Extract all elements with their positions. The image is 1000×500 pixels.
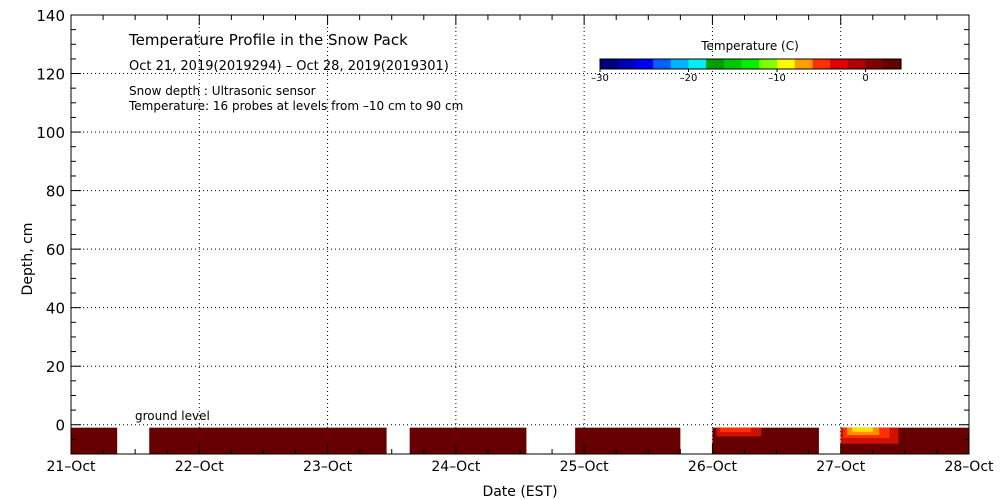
x-axis-label: Date (EST): [482, 484, 557, 500]
colorbar-swatch: [653, 59, 672, 69]
colorbar-swatch: [812, 59, 831, 69]
y-tick-label: 40: [46, 300, 65, 318]
y-tick-label: 120: [36, 66, 65, 84]
colorbar-swatch: [777, 59, 796, 69]
colorbar-swatch: [847, 59, 867, 69]
plot-frame: [70, 14, 970, 455]
x-tick-label: 24–Oct: [431, 459, 481, 475]
chart-title: Temperature Profile in the Snow Pack: [128, 31, 408, 49]
y-tick-label: 80: [46, 183, 65, 201]
x-tick-label: 25–Oct: [560, 459, 610, 475]
colorbar-swatch: [759, 59, 778, 69]
y-axis-label: Depth, cm: [20, 223, 36, 296]
x-tick-label: 27–Oct: [816, 459, 866, 475]
colorbar-swatch: [741, 59, 760, 69]
colorbar-tick-label: –30: [591, 73, 609, 84]
colorbar-swatch: [794, 59, 814, 69]
colorbar-title: Temperature (C): [700, 39, 799, 53]
colorbar-swatch: [723, 59, 743, 69]
colorbar: [599, 58, 902, 72]
chart-note-1: Snow depth : Ultrasonic sensor: [129, 84, 316, 98]
axis-ticks: [70, 14, 970, 455]
y-tick-label: 140: [36, 7, 65, 25]
colorbar-swatch: [635, 59, 654, 69]
colorbar-swatch: [670, 59, 690, 69]
x-tick-label: 28–Oct: [944, 459, 994, 475]
colorbar-tick-label: –10: [768, 73, 786, 84]
warm-patches: [716, 427, 899, 444]
data-segment: [71, 427, 118, 454]
data-segment: [575, 427, 681, 454]
ground-level-label: ground level: [135, 409, 210, 423]
data-segments: [71, 427, 969, 454]
colorbar-swatch: [706, 59, 725, 69]
chart-note-2: Temperature: 16 probes at levels from –1…: [128, 99, 463, 113]
warm-patch: [852, 427, 873, 433]
y-tick-labels: 0 20 40 60 80 100 120 140: [36, 7, 65, 435]
colorbar-swatch: [617, 59, 637, 69]
colorbar-swatch: [865, 59, 884, 69]
x-tick-label: 26–Oct: [688, 459, 738, 475]
colorbar-swatch: [688, 59, 707, 69]
data-segment: [149, 427, 387, 454]
y-tick-label: 0: [55, 417, 65, 435]
x-tick-label: 23–Oct: [303, 459, 353, 475]
colorbar-tick-label: –20: [680, 73, 698, 84]
y-tick-label: 100: [36, 124, 65, 142]
colorbar-tick-label: 0: [862, 73, 868, 84]
colorbar-swatch: [600, 59, 619, 69]
x-tick-label: 22–Oct: [175, 459, 225, 475]
data-segment: [409, 427, 527, 454]
colorbar-frame: [599, 58, 902, 70]
colorbar-swatch: [883, 59, 902, 69]
chart-subtitle: Oct 21, 2019(2019294) – Oct 28, 2019(201…: [129, 59, 449, 74]
grid-lines: [71, 15, 969, 454]
warm-patch: [720, 427, 751, 433]
colorbar-swatch: [830, 59, 849, 69]
colorbar-tick-labels: –30 –20 –10 0: [591, 73, 869, 84]
x-tick-labels: 21–Oct 22–Oct 23–Oct 24–Oct 25–Oct 26–Oct 27–O…: [46, 459, 994, 475]
x-tick-label: 21–Oct: [46, 459, 96, 475]
y-tick-label: 20: [46, 358, 65, 376]
y-tick-label: 60: [46, 241, 65, 259]
